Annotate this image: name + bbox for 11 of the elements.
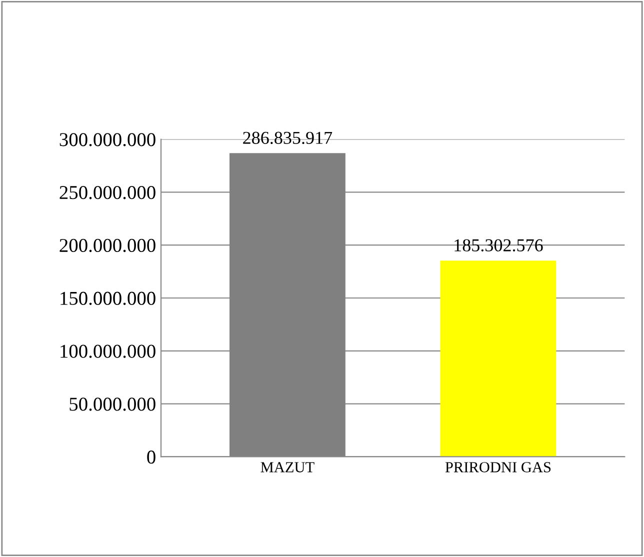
x-tick-label: MAZUT [260, 462, 314, 472]
y-tick-label: 200.000.000 [60, 238, 156, 252]
y-tick-label: 0 [147, 450, 156, 464]
y-tick-label: 300.000.000 [60, 133, 156, 146]
y-tick-label: 100.000.000 [60, 344, 156, 358]
data-label: 286.835.917 [243, 132, 332, 144]
y-tick-label: 250.000.000 [60, 186, 156, 200]
y-tick-label: 150.000.000 [60, 292, 156, 306]
y-tick-label: 50.000.000 [70, 398, 156, 411]
x-tick-label: PRIRODNI GAS [445, 462, 551, 472]
data-label: 185.302.576 [454, 239, 543, 252]
